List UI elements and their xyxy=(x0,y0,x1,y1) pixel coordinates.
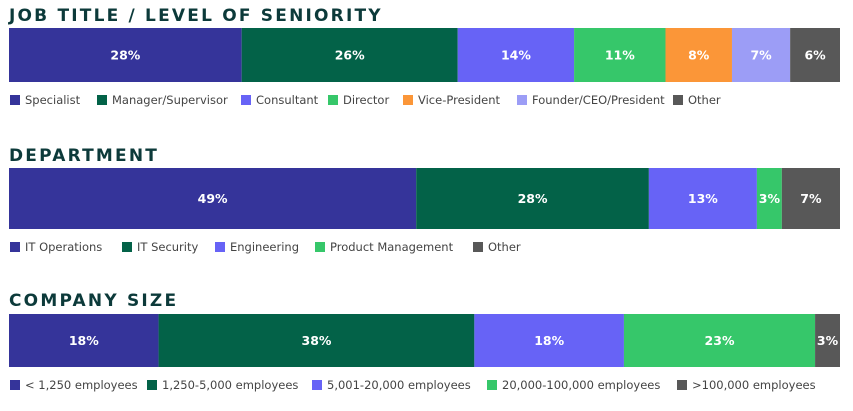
legend-label: Other xyxy=(488,240,521,254)
legend-label: 20,000-100,000 employees xyxy=(502,378,660,392)
legend-swatch-specialist xyxy=(10,95,20,105)
bar-segment-vice-president xyxy=(665,28,732,82)
legend-swatch-founder-ceo-president xyxy=(517,95,527,105)
data-label: 49% xyxy=(198,191,228,206)
data-label: 18% xyxy=(69,333,99,348)
bar-segment-5-001-20-000-employees xyxy=(474,314,624,367)
bar-segment-it-security xyxy=(416,168,649,229)
legend-swatch-20-000-100-000-employees xyxy=(487,380,497,390)
data-label: 3% xyxy=(817,333,839,348)
legend-label: Founder/CEO/President xyxy=(532,93,665,107)
bar-segment-specialist xyxy=(9,28,242,82)
data-label: 8% xyxy=(688,48,710,63)
bar-segment-engineering xyxy=(648,168,757,229)
legend-swatch-consultant xyxy=(241,95,251,105)
data-label: 26% xyxy=(335,48,365,63)
data-label: 18% xyxy=(534,333,564,348)
data-label: 7% xyxy=(800,191,822,206)
legend-swatch-1-250-employees xyxy=(10,380,20,390)
bar-segment-it-operations xyxy=(9,168,417,229)
bar-segment-100-000-employees xyxy=(815,314,840,367)
data-label: 7% xyxy=(750,48,772,63)
legend-label: Engineering xyxy=(230,240,299,254)
legend-swatch-1-250-5-000-employees xyxy=(147,380,157,390)
legend-swatch-it-security xyxy=(122,242,132,252)
data-label: 13% xyxy=(688,191,718,206)
legend-label: Specialist xyxy=(25,93,81,107)
legend-swatch-engineering xyxy=(215,242,225,252)
legend-swatch-vice-president xyxy=(403,95,413,105)
data-label: 3% xyxy=(759,191,781,206)
bar-segment-manager-supervisor xyxy=(241,28,458,82)
bar-segment-product-management xyxy=(756,168,782,229)
legend-swatch-5-001-20-000-employees xyxy=(312,380,322,390)
legend-label: Manager/Supervisor xyxy=(112,93,228,107)
chart-title: JOB TITLE / LEVEL OF SENIORITY xyxy=(8,6,383,26)
legend-label: Product Management xyxy=(330,240,454,254)
data-label: 28% xyxy=(110,48,140,63)
legend-label: Other xyxy=(688,93,721,107)
legend-swatch-other xyxy=(673,95,683,105)
data-label: 28% xyxy=(518,191,548,206)
bar-segment-other xyxy=(781,168,840,229)
legend-label: >100,000 employees xyxy=(692,378,816,392)
data-label: 14% xyxy=(501,48,531,63)
legend-swatch-manager-supervisor xyxy=(97,95,107,105)
data-label: 38% xyxy=(302,333,332,348)
bar-segment-founder-ceo-president xyxy=(731,28,791,82)
legend-label: Vice-President xyxy=(418,93,500,107)
data-label: 11% xyxy=(605,48,635,63)
chart-title: DEPARTMENT xyxy=(9,146,159,166)
data-label: 6% xyxy=(804,48,826,63)
chart-title: COMPANY SIZE xyxy=(9,291,178,311)
legend-label: 1,250-5,000 employees xyxy=(162,378,298,392)
bar-segment-director xyxy=(574,28,666,82)
legend-swatch-other xyxy=(473,242,483,252)
bar-segment-1-250-employees xyxy=(9,314,159,367)
legend-label: IT Operations xyxy=(25,240,102,254)
bar-segment-20-000-100-000-employees xyxy=(623,314,816,367)
legend-label: Consultant xyxy=(256,93,319,107)
legend-swatch-100-000-employees xyxy=(677,380,687,390)
legend-label: < 1,250 employees xyxy=(25,378,138,392)
legend-label: Director xyxy=(343,93,389,107)
data-label: 23% xyxy=(705,333,735,348)
bar-segment-consultant xyxy=(457,28,575,82)
legend-swatch-product-management xyxy=(315,242,325,252)
bar-segment-1-250-5-000-employees xyxy=(158,314,475,367)
legend-label: 5,001-20,000 employees xyxy=(327,378,471,392)
bar-segment-other xyxy=(790,28,840,82)
legend-swatch-it-operations xyxy=(10,242,20,252)
legend-label: IT Security xyxy=(137,240,198,254)
legend-swatch-director xyxy=(328,95,338,105)
